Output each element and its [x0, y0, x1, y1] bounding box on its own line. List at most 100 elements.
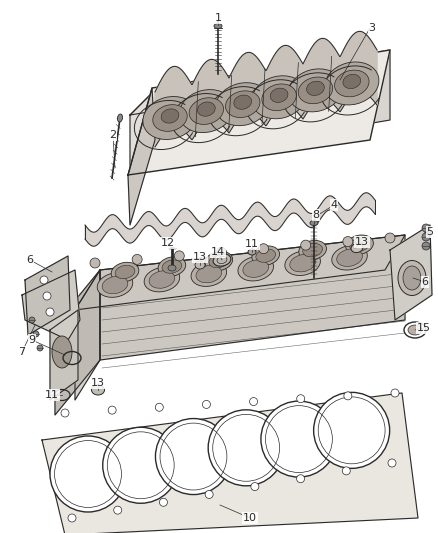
- Ellipse shape: [307, 81, 324, 95]
- Ellipse shape: [350, 238, 369, 252]
- Polygon shape: [55, 270, 100, 415]
- Text: 13: 13: [91, 378, 105, 388]
- Circle shape: [155, 418, 231, 495]
- Ellipse shape: [252, 246, 279, 265]
- Polygon shape: [100, 235, 405, 360]
- Circle shape: [208, 410, 284, 486]
- Text: 2: 2: [110, 130, 117, 140]
- Ellipse shape: [144, 267, 180, 292]
- Ellipse shape: [290, 254, 315, 272]
- Text: 5: 5: [427, 227, 434, 237]
- Circle shape: [391, 389, 399, 397]
- Ellipse shape: [398, 261, 426, 295]
- Ellipse shape: [408, 325, 422, 335]
- Ellipse shape: [285, 251, 321, 276]
- Circle shape: [422, 224, 430, 232]
- Circle shape: [108, 406, 116, 414]
- Polygon shape: [75, 270, 100, 400]
- Ellipse shape: [97, 273, 133, 297]
- Polygon shape: [85, 193, 375, 246]
- Circle shape: [103, 427, 179, 503]
- Ellipse shape: [252, 76, 306, 119]
- Ellipse shape: [92, 385, 105, 395]
- Ellipse shape: [205, 252, 233, 271]
- Ellipse shape: [303, 244, 322, 257]
- Circle shape: [202, 400, 210, 408]
- Circle shape: [155, 403, 163, 411]
- Ellipse shape: [325, 62, 379, 105]
- Ellipse shape: [158, 257, 186, 276]
- Ellipse shape: [117, 114, 123, 122]
- Ellipse shape: [168, 265, 176, 271]
- Ellipse shape: [161, 109, 179, 123]
- Polygon shape: [390, 225, 432, 320]
- Circle shape: [37, 345, 43, 351]
- Polygon shape: [75, 235, 405, 310]
- Ellipse shape: [195, 261, 205, 269]
- Ellipse shape: [238, 256, 273, 281]
- Polygon shape: [130, 90, 155, 185]
- Ellipse shape: [243, 260, 268, 277]
- Ellipse shape: [234, 95, 251, 109]
- Circle shape: [174, 251, 184, 261]
- Text: 7: 7: [18, 347, 25, 357]
- Circle shape: [297, 395, 305, 403]
- Text: 1: 1: [215, 13, 222, 23]
- Polygon shape: [42, 393, 418, 533]
- Polygon shape: [25, 256, 70, 335]
- Circle shape: [46, 308, 54, 316]
- Circle shape: [250, 398, 258, 406]
- Ellipse shape: [111, 262, 139, 282]
- Ellipse shape: [215, 83, 270, 126]
- Polygon shape: [22, 270, 80, 340]
- Ellipse shape: [351, 244, 363, 253]
- Ellipse shape: [153, 104, 187, 131]
- Circle shape: [50, 436, 126, 512]
- Ellipse shape: [299, 240, 326, 260]
- Circle shape: [90, 258, 100, 268]
- Text: 11: 11: [245, 239, 259, 249]
- Circle shape: [343, 237, 353, 247]
- Circle shape: [385, 233, 395, 243]
- Ellipse shape: [102, 276, 128, 294]
- Text: 13: 13: [355, 237, 369, 247]
- Ellipse shape: [143, 96, 197, 140]
- Ellipse shape: [191, 262, 226, 286]
- Circle shape: [344, 392, 352, 400]
- Ellipse shape: [343, 74, 361, 88]
- Ellipse shape: [115, 265, 135, 279]
- Ellipse shape: [149, 271, 175, 288]
- Circle shape: [388, 459, 396, 467]
- Polygon shape: [155, 50, 390, 160]
- Ellipse shape: [189, 98, 223, 124]
- Circle shape: [422, 233, 430, 241]
- Circle shape: [251, 482, 259, 490]
- Ellipse shape: [298, 77, 333, 104]
- Circle shape: [68, 514, 76, 522]
- Polygon shape: [155, 31, 377, 147]
- Text: 4: 4: [330, 200, 338, 210]
- Ellipse shape: [248, 249, 256, 255]
- Text: 12: 12: [161, 238, 175, 248]
- Ellipse shape: [209, 254, 229, 268]
- Text: 14: 14: [211, 247, 225, 257]
- Polygon shape: [128, 88, 155, 225]
- Circle shape: [314, 392, 390, 469]
- Ellipse shape: [198, 102, 215, 116]
- Ellipse shape: [310, 221, 318, 225]
- Ellipse shape: [335, 70, 369, 97]
- Text: 11: 11: [45, 390, 59, 400]
- Circle shape: [132, 254, 142, 264]
- Ellipse shape: [256, 249, 276, 262]
- Text: 13: 13: [193, 252, 207, 262]
- Ellipse shape: [226, 91, 260, 118]
- Circle shape: [43, 292, 51, 300]
- Circle shape: [61, 409, 69, 417]
- Circle shape: [114, 506, 122, 514]
- Ellipse shape: [332, 245, 367, 270]
- Ellipse shape: [403, 266, 421, 290]
- Ellipse shape: [52, 336, 72, 368]
- Circle shape: [216, 247, 226, 257]
- Text: 8: 8: [312, 210, 320, 220]
- Ellipse shape: [162, 260, 182, 273]
